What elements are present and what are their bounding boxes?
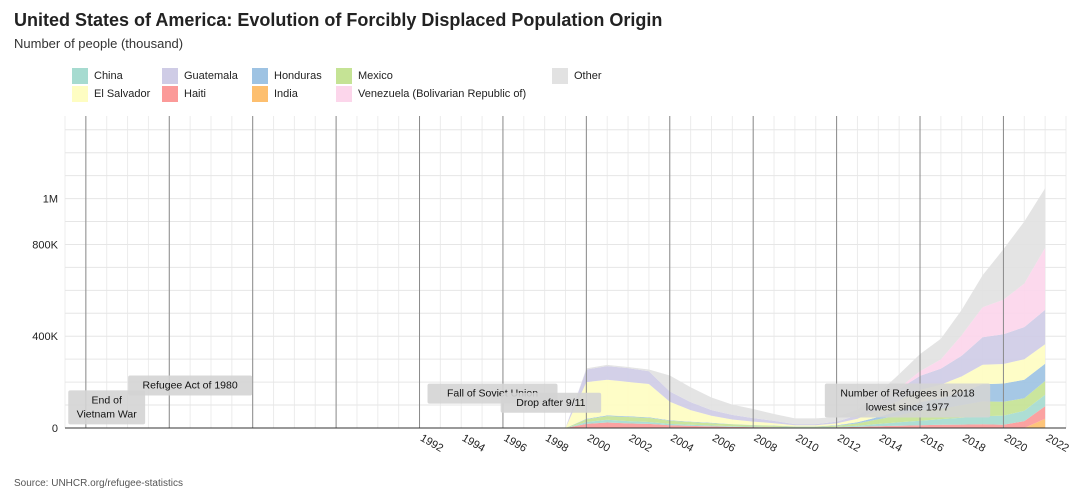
series-area-haiti [65,406,1046,428]
x-tick-label: 1992 [418,432,445,455]
annotation-text: Drop after 9/11 [516,397,585,409]
legend-item-guatemala: Guatemala [162,68,238,84]
legend-swatch [336,68,352,84]
legend-swatch [162,68,178,84]
x-tick-label: 2020 [1002,432,1029,455]
series-area-china [65,394,1046,428]
legend-label: Other [574,70,602,82]
x-tick-label: 2022 [1044,432,1071,455]
legend-label: Haiti [184,88,207,100]
x-tick-label: 2006 [710,432,737,455]
annotation: Number of Refugees in 2018 lowest since 1… [824,383,991,418]
legend-label: Guatemala [184,70,238,82]
legend-label: India [274,88,298,100]
x-tick-label: 2018 [960,432,987,455]
legend-swatch [252,86,268,102]
annotation-text: Vietnam War [77,408,138,420]
x-tick-label: 2014 [877,432,904,455]
legend-swatch [336,86,352,102]
legend-item-other: Other [552,68,602,84]
y-tick-label: 0 [52,423,58,435]
y-tick-label: 1M [43,194,58,206]
legend-item-india: India [252,86,298,102]
x-tick-label: 2016 [919,432,946,455]
legend-swatch [162,86,178,102]
chart-title: United States of America: Evolution of F… [14,10,663,30]
annotation-text: Number of Refugees in 2018 [840,387,974,399]
annotation: Refugee Act of 1980 [128,375,253,396]
legend-item-mexico: Mexico [336,68,393,84]
x-tick-label: 1994 [460,432,487,455]
legend-item-el-salvador: El Salvador [72,86,150,102]
legend: China Guatemala Honduras Mexico Other El Salv… [72,68,692,108]
annotation-box [128,375,253,396]
legend-label: El Salvador [94,88,151,100]
legend-item-haiti: Haiti [162,86,206,102]
annotation-text: Refugee Act of 1980 [143,380,238,392]
legend-swatch [252,68,268,84]
x-tick-label: 2000 [585,432,612,455]
x-tick-label: 2004 [668,432,695,455]
annotation-text: End of [92,394,122,406]
annotation-box [68,390,146,425]
legend-label: Venezuela (Bolivarian Republic of) [358,88,527,100]
legend-item-china: China [72,68,123,84]
legend-label: Honduras [274,70,322,82]
legend-swatch [72,86,88,102]
x-tick-label: 1998 [543,432,570,455]
annotation: End of Vietnam War [68,390,146,425]
x-tick-label: 2002 [627,432,654,455]
legend-label: China [94,70,123,82]
legend-item-honduras: Honduras [252,68,322,84]
source-note: Source: UNHCR.org/refugee-statistics [14,478,183,489]
annotation-box [824,383,991,418]
x-tick-label: 2008 [752,432,779,455]
annotation-box [500,392,602,413]
legend-swatch [72,68,88,84]
legend-label: Mexico [358,70,393,82]
annotation-text: lowest since 1977 [866,401,950,413]
chart-subtitle: Number of people (thousand) [14,36,184,51]
annotation: Drop after 9/11 [500,392,602,413]
y-tick-label: 800K [32,239,58,251]
legend-item-venezuela-bolivarian-republic-of: Venezuela (Bolivarian Republic of) [336,86,526,102]
x-tick-label: 2012 [835,432,862,455]
legend-swatch [552,68,568,84]
x-tick-label: 1996 [501,432,528,455]
y-tick-label: 400K [32,331,58,343]
x-tick-label: 2010 [793,432,820,455]
